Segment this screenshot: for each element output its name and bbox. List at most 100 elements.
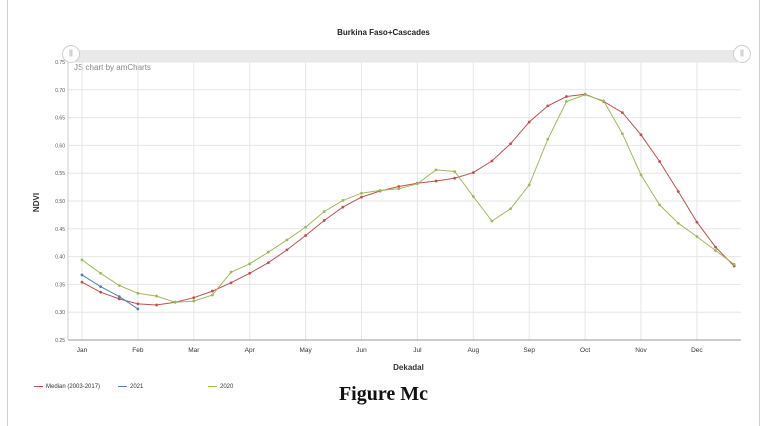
y-tick-label: 0.65 [55,116,65,122]
series-point-2 [714,249,717,252]
chart-frame [7,0,760,426]
y-tick-label: 0.70 [55,88,65,94]
x-tick-label: Feb [132,347,144,354]
series-point-0 [714,245,717,249]
series-point-1 [117,295,121,299]
series-point-2 [602,99,606,103]
series-line-0 [81,93,735,306]
y-tick-label: 0.35 [55,282,65,288]
series-point-2 [229,270,233,274]
series-point-2 [397,187,401,191]
legend-swatch-2021 [118,385,127,387]
x-tick-label: Jul [413,347,422,354]
series-point-1 [99,285,103,289]
x-axis-title: Dekadal [393,363,424,372]
series-point-2 [136,291,140,295]
series-point-2 [341,199,345,202]
series-line-2 [81,94,735,303]
series-point-2 [583,93,587,97]
series-point-0 [658,160,662,163]
series-point-2 [360,191,363,195]
series-point-0 [136,302,140,306]
series-point-0 [117,297,121,301]
series-point-0 [155,303,158,307]
y-tick-label: 0.40 [55,255,65,261]
series-point-0 [453,176,457,180]
series-point-2 [304,225,307,229]
x-tick-label: Jun [356,347,367,354]
chart-title: Burkina Faso+Cascades [337,28,430,37]
series-point-2 [658,203,662,207]
x-tick-label: Sep [523,347,535,354]
legend-swatch-median [34,385,43,387]
x-tick-label: Oct [580,347,590,354]
legend-label-2021: 2021 [130,384,144,390]
series-point-1 [136,307,140,311]
legend-label-median: Median (2003-2017) [46,384,101,390]
series-point-0 [676,190,680,193]
y-tick-label: 0.45 [55,227,65,233]
series-point-2 [527,183,531,187]
series-point-2 [509,207,512,211]
series-point-2 [546,137,550,141]
series-point-2 [565,100,568,103]
y-tick-label: 0.30 [55,310,65,316]
series-point-0 [266,261,270,265]
scrollbar-right-grip-icon[interactable]: || [733,45,751,63]
series-point-0 [341,205,345,209]
series-point-2 [117,284,121,287]
series-point-0 [471,171,475,175]
series-point-0 [322,219,326,222]
series-point-2 [453,170,457,173]
x-tick-label: Mar [188,347,200,354]
series-point-2 [173,300,177,304]
x-tick-label: Jan [77,347,88,354]
series-point-0 [80,280,84,284]
series-point-0 [639,133,643,137]
y-tick-label: 0.50 [55,199,65,205]
series-point-2 [695,235,699,238]
series-point-2 [490,219,494,223]
series-point-0 [527,120,531,124]
series-point-2 [285,238,289,242]
series-line-1 [81,274,139,310]
x-tick-label: Dec [691,347,703,354]
series-point-2 [99,271,103,275]
x-tick-label: Apr [245,347,256,354]
series-point-0 [211,289,214,293]
series-point-0 [229,281,233,285]
legend-item-median[interactable]: Median (2003-2017) [34,384,100,390]
series-point-2 [676,221,680,225]
y-tick-label: 0.55 [55,171,65,177]
series-point-0 [248,271,252,275]
legend-item-2021[interactable]: 2021 [118,384,143,390]
legend-swatch-2020 [208,385,217,387]
series-point-0 [304,234,307,237]
figure-caption: Figure Mc [338,383,429,405]
series-point-2 [639,173,643,177]
y-tick-label: 0.60 [55,143,65,149]
legend-label-2020: 2020 [220,384,234,390]
series-point-1 [80,273,84,277]
series-point-0 [620,111,624,114]
series-point-2 [80,258,84,262]
series-point-0 [434,179,438,183]
series-point-2 [266,250,270,254]
series-point-0 [695,220,699,224]
series-point-2 [471,195,475,198]
series-point-2 [155,294,158,298]
legend-item-2020[interactable]: 2020 [208,384,233,390]
series-point-0 [397,185,401,188]
series-point-2 [378,189,382,192]
chart-scrollbar[interactable] [68,50,741,62]
series-point-0 [565,95,568,98]
amcharts-credit[interactable]: JS chart by amCharts [74,63,151,72]
y-axis-title: NDVI [32,192,42,213]
series-point-2 [434,168,438,172]
series-point-2 [732,262,736,266]
x-tick-label: Nov [635,347,647,354]
series-point-2 [416,182,419,186]
series-point-0 [99,290,103,294]
series-point-0 [546,104,550,108]
